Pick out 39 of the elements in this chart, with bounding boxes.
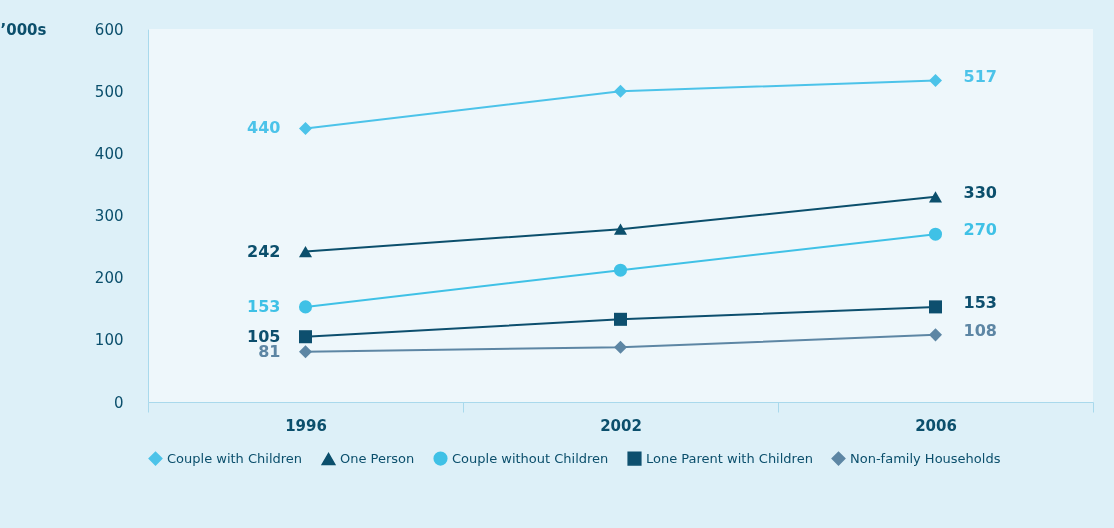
point: [613, 263, 628, 277]
data-label: 153: [963, 292, 997, 312]
point: [928, 227, 943, 241]
data-label: 517: [963, 66, 997, 86]
point: [613, 312, 628, 326]
y-axis-title: ’000s: [0, 20, 47, 39]
data-label: 330: [963, 182, 997, 202]
y-tick-label: 400: [94, 144, 124, 163]
y-tick-label: 0: [113, 393, 124, 412]
point: [928, 74, 943, 88]
x-tick-label: 2006: [915, 416, 957, 435]
point: [298, 245, 313, 258]
x-tick-label: 2002: [600, 416, 642, 435]
point: [928, 191, 943, 203]
y-tick-label: 300: [94, 207, 124, 225]
y-tick-label: 600: [94, 20, 124, 39]
x-tick-label: 1996: [285, 416, 327, 435]
point: [613, 340, 628, 354]
legend-label: Couple with Children: [167, 450, 303, 466]
point: [298, 121, 313, 135]
data-label: 270: [963, 220, 997, 240]
point: [298, 330, 313, 344]
legend-label: Lone Parent with Children: [646, 450, 813, 466]
data-label: 153: [247, 296, 281, 316]
data-label: 440: [247, 118, 281, 138]
point: [928, 300, 943, 314]
legend-label: Non-family Households: [850, 450, 1001, 466]
point: [298, 300, 313, 314]
data-label: 242: [247, 241, 281, 261]
point: [613, 84, 628, 98]
point: [298, 345, 313, 359]
point: [928, 328, 943, 342]
y-tick-label: 100: [94, 331, 124, 350]
y-tick-label: 500: [94, 82, 124, 101]
point: [613, 223, 628, 235]
data-label: 108: [963, 320, 997, 340]
y-tick-label: 200: [94, 269, 124, 288]
legend-label: One Person: [340, 451, 415, 467]
legend-label: Couple without Children: [452, 450, 609, 466]
